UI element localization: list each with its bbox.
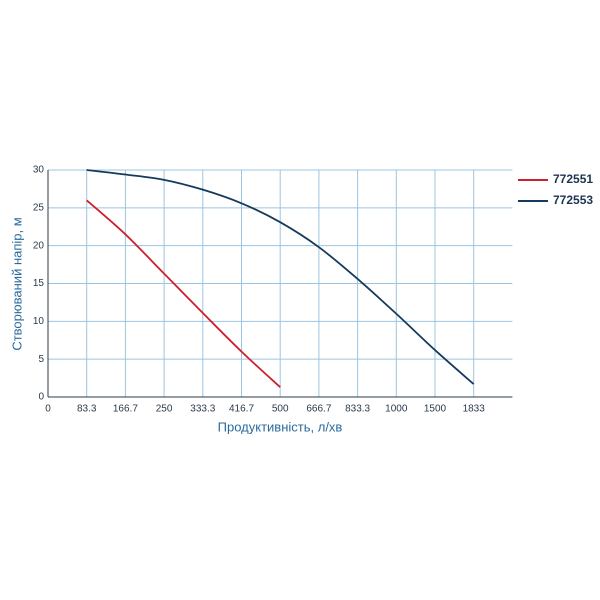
y-tick-label: 10 bbox=[33, 316, 45, 327]
series-line bbox=[86, 199, 281, 388]
x-tick-label: 666.7 bbox=[306, 404, 331, 415]
y-tick-label: 30 bbox=[33, 165, 45, 176]
x-tick-label: 1833 bbox=[463, 404, 486, 415]
x-tick-label: 833.3 bbox=[345, 404, 370, 415]
x-tick-label: 416.7 bbox=[229, 404, 254, 415]
x-tick-label: 83.3 bbox=[77, 404, 97, 415]
x-tick-label: 1000 bbox=[385, 404, 408, 415]
y-tick-label: 0 bbox=[38, 392, 44, 403]
x-axis-title: Продуктивність, л/хв bbox=[218, 419, 343, 434]
x-tick-label: 333.3 bbox=[190, 404, 215, 415]
x-tick-label: 500 bbox=[272, 404, 289, 415]
x-tick-label: 166.7 bbox=[113, 404, 138, 415]
x-tick-label: 250 bbox=[156, 404, 173, 415]
y-axis-title: Створюваний напір, м bbox=[9, 217, 24, 350]
y-tick-label: 25 bbox=[33, 202, 45, 213]
y-tick-label: 20 bbox=[33, 240, 45, 251]
y-tick-label: 5 bbox=[38, 354, 44, 365]
x-tick-label: 1500 bbox=[424, 404, 447, 415]
y-tick-label: 15 bbox=[33, 278, 45, 289]
x-tick-label: 0 bbox=[45, 404, 51, 415]
legend-label: 772553 bbox=[553, 193, 593, 207]
legend-label: 772551 bbox=[553, 172, 593, 186]
series-line bbox=[86, 169, 475, 385]
